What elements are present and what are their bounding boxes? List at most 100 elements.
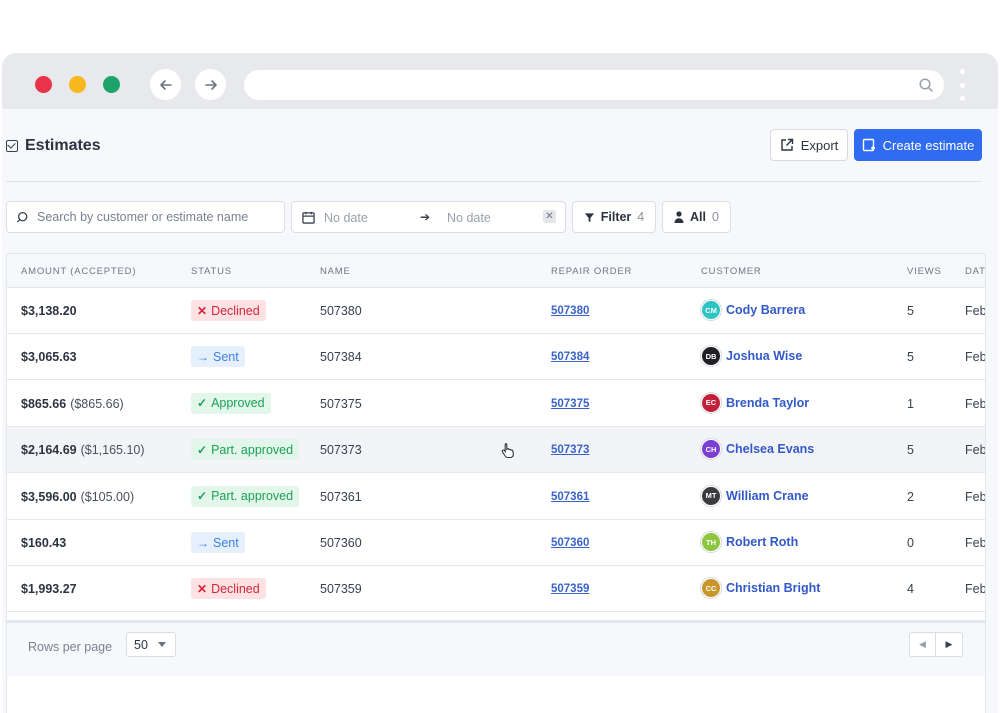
export-button[interactable]: Export (770, 129, 848, 161)
table-row[interactable]: $3,138.20 ✕ Declined 507380 507380 CM Cody Bar… (7, 288, 985, 334)
column-header-views[interactable]: VIEWS (907, 266, 942, 277)
all-count: 0 (712, 210, 719, 224)
check-icon: ✓ (197, 489, 208, 504)
views-count: 5 (907, 304, 914, 318)
table-row[interactable]: $865.66 ($865.66) ✓ Approved 507375 507375 EC B… (7, 380, 986, 427)
estimate-name: 507375 (320, 396, 362, 411)
column-header-name[interactable]: NAME (320, 266, 351, 277)
table-row[interactable]: $3,596.00 ($105.00) ✓ Part. approved 507361 5… (7, 473, 985, 520)
repair-order-link[interactable]: 507375 (551, 397, 590, 410)
caret-down-icon (157, 642, 166, 647)
accepted-amount: ($865.66) (70, 396, 124, 411)
avatar: EC (701, 392, 721, 413)
column-header-customer[interactable]: CUSTOMER (701, 266, 762, 277)
hand-cursor-icon (501, 443, 514, 459)
accepted-amount: ($1,165.10) (80, 443, 145, 458)
repair-order-link[interactable]: 507373 (551, 444, 590, 457)
amount-cell: $865.66 ($865.66) (21, 397, 124, 411)
check-icon: ✓ (197, 442, 208, 457)
search-input[interactable]: Search by customer or estimate name (6, 201, 285, 233)
new-document-icon (862, 138, 875, 152)
next-page-button[interactable]: ▶ (945, 639, 953, 649)
customer-link[interactable]: CM Cody Barrera (701, 300, 805, 320)
date-cell: Feb (965, 396, 986, 411)
table-row[interactable]: $2,164.69 ($1,165.10) ✓ Part. approved 50737… (7, 427, 985, 474)
maximize-window-dot[interactable] (103, 76, 120, 93)
header-divider (6, 181, 982, 182)
search-placeholder: Search by customer or estimate name (37, 210, 249, 224)
create-estimate-button[interactable]: Create estimate (854, 129, 982, 161)
filter-count: 4 (637, 210, 645, 224)
table-footer: Rows per page 50 ◀ ▶ (7, 620, 985, 676)
funnel-icon (584, 212, 594, 222)
repair-order-link[interactable]: 507380 (551, 305, 590, 317)
amount-value: $1,993.27 (21, 582, 77, 597)
date-range-picker[interactable]: No date ➔ No date ✕ (291, 201, 566, 233)
avatar: CC (701, 578, 721, 599)
amount-cell: $3,596.00 ($105.00) (21, 490, 134, 504)
arrow-right-icon: ➔ (420, 210, 431, 224)
close-window-dot[interactable] (35, 76, 52, 93)
table-row[interactable]: $1,993.27 ✕ Declined 507359 507359 CC Christia… (7, 566, 985, 613)
customer-link[interactable]: CC Christian Bright (701, 578, 821, 599)
amount-value: $3,065.63 (21, 350, 77, 365)
status-badge: ✓ Approved (191, 392, 271, 414)
column-header-status[interactable]: STATUS (191, 266, 232, 277)
repair-order-link[interactable]: 507359 (551, 583, 590, 596)
rows-per-page-select[interactable]: 50 (126, 632, 176, 657)
filter-button[interactable]: Filter 4 (572, 201, 656, 233)
repair-order-link[interactable]: 507360 (551, 537, 590, 549)
estimates-app: Estimates Export Create estimate Search … (2, 109, 998, 713)
arrow-right-icon: → (197, 349, 209, 364)
clear-date-icon[interactable]: ✕ (543, 210, 556, 223)
assignee-filter-button[interactable]: All 0 (662, 201, 731, 233)
back-button[interactable] (150, 69, 181, 100)
browser-menu-icon[interactable] (958, 69, 966, 101)
date-from-field[interactable]: No date (324, 211, 368, 225)
table-row[interactable]: $3,065.63 → Sent 507384 507384 DB Joshua Wise 5… (7, 334, 986, 381)
date-to-field[interactable]: No date (447, 211, 491, 225)
rows-per-page-label: Rows per page (28, 640, 113, 654)
previous-page-button[interactable]: ◀ (910, 633, 937, 656)
amount-value: $160.43 (21, 536, 67, 550)
views-count: 2 (907, 489, 914, 504)
customer-link[interactable]: TH Robert Roth (701, 532, 798, 552)
column-header-date[interactable]: DAT (965, 266, 986, 277)
x-icon: ✕ (197, 303, 208, 318)
customer-link[interactable]: DB Joshua Wise (701, 346, 802, 367)
status-badge: → Sent (191, 346, 245, 368)
customer-link[interactable]: MT William Crane (701, 485, 809, 506)
pagination: ◀ ▶ (909, 632, 963, 657)
customer-name: Christian Bright (726, 581, 821, 596)
estimate-name: 507384 (320, 350, 362, 365)
customer-name: Chelsea Evans (726, 442, 815, 457)
date-cell: Feb (965, 304, 986, 318)
browser-window: Estimates Export Create estimate Search … (2, 53, 998, 713)
amount-value: $2,164.69 (21, 443, 77, 458)
column-header-repair-order[interactable]: REPAIR ORDER (551, 266, 633, 277)
avatar: DB (701, 346, 721, 367)
amount-value: $3,596.00 (21, 489, 77, 504)
status-label: Approved (211, 396, 265, 411)
repair-order-link[interactable]: 507361 (551, 490, 590, 503)
customer-name: William Crane (726, 488, 809, 503)
avatar: CM (701, 300, 721, 320)
customer-link[interactable]: EC Brenda Taylor (701, 392, 809, 413)
arrow-right-icon: → (197, 535, 209, 550)
amount-cell: $1,993.27 (21, 582, 81, 596)
filter-label: Filter (600, 210, 632, 224)
address-bar[interactable] (244, 70, 944, 100)
views-count: 5 (907, 350, 914, 365)
table-row[interactable]: $160.43 → Sent 507360 507360 TH Robert Roth 0 Fe… (7, 520, 985, 566)
estimate-name: 507373 (320, 443, 362, 458)
customer-link[interactable]: CH Chelsea Evans (701, 439, 815, 460)
status-badge: ✓ Part. approved (191, 439, 300, 461)
forward-button[interactable] (195, 69, 226, 100)
minimize-window-dot[interactable] (69, 76, 86, 93)
user-icon (674, 211, 684, 223)
checkbox-icon (6, 140, 18, 152)
status-label: Declined (211, 303, 260, 318)
column-header-amount[interactable]: AMOUNT (ACCEPTED) (21, 266, 137, 277)
date-cell: Feb (965, 350, 986, 365)
repair-order-link[interactable]: 507384 (551, 351, 590, 364)
